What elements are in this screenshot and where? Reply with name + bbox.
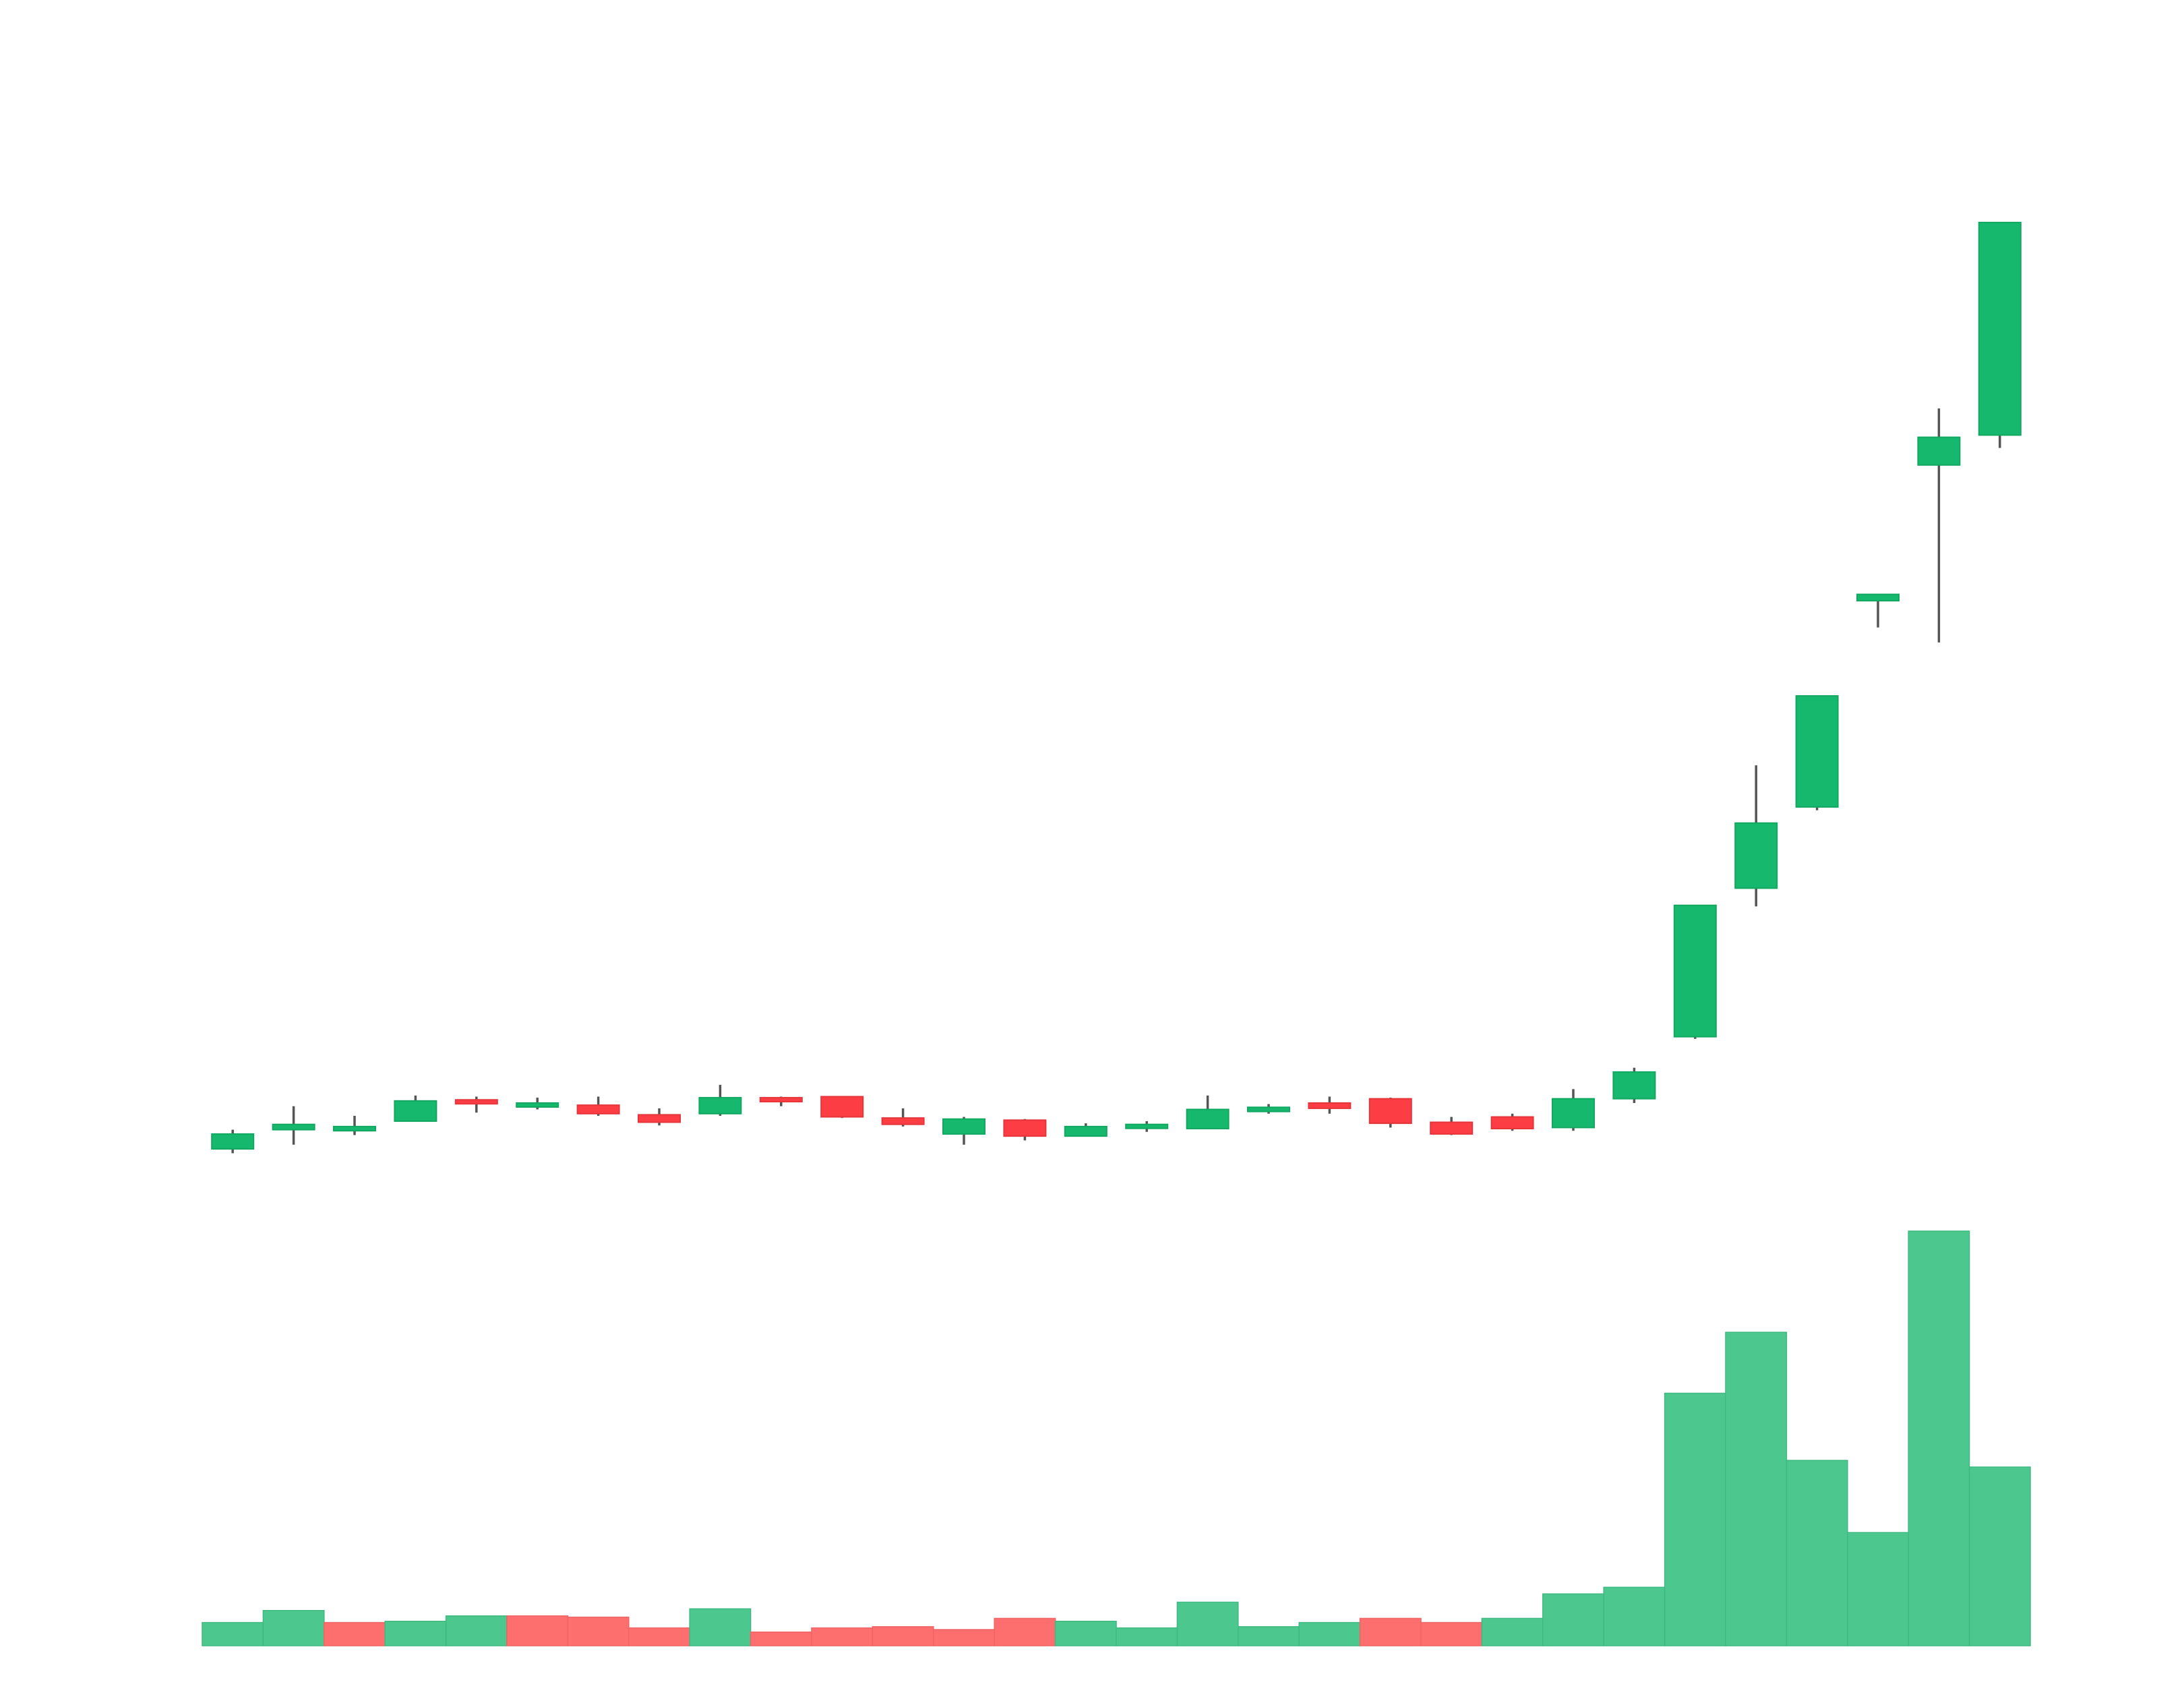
volume-bar-19 bbox=[1298, 1621, 1361, 1646]
candle-body-up bbox=[1186, 1108, 1230, 1130]
candle-13 bbox=[942, 1116, 985, 1145]
volume-bar-27 bbox=[1786, 1460, 1848, 1646]
candle-body-up bbox=[1734, 822, 1778, 889]
volume-bar-6 bbox=[506, 1615, 569, 1646]
candle-body-down bbox=[1368, 1098, 1412, 1125]
candle-body-down bbox=[1490, 1116, 1534, 1130]
candle-26 bbox=[1734, 765, 1778, 907]
volume-bar-2 bbox=[262, 1609, 325, 1646]
candle-29 bbox=[1917, 408, 1961, 643]
volume-bar-21 bbox=[1420, 1621, 1483, 1646]
candle-15 bbox=[1064, 1123, 1108, 1137]
candle-3 bbox=[333, 1116, 376, 1135]
candle-body-up bbox=[1917, 436, 1961, 466]
candle-body-down bbox=[454, 1099, 498, 1105]
volume-bar-3 bbox=[324, 1621, 386, 1646]
volume-bar-29 bbox=[1908, 1230, 1970, 1646]
candle-body-up bbox=[942, 1118, 985, 1135]
volume-bar-13 bbox=[933, 1629, 995, 1646]
volume-bar-25 bbox=[1664, 1392, 1726, 1646]
candle-16 bbox=[1125, 1121, 1169, 1132]
candle-body-down bbox=[759, 1097, 803, 1103]
volume-bar-28 bbox=[1847, 1532, 1909, 1646]
candle-2 bbox=[272, 1106, 315, 1145]
volume-bar-16 bbox=[1116, 1627, 1178, 1646]
candle-9 bbox=[698, 1085, 742, 1116]
candle-8 bbox=[638, 1108, 681, 1126]
candle-4 bbox=[394, 1095, 437, 1122]
candle-body-up bbox=[1856, 593, 1900, 602]
candle-body-up bbox=[1978, 221, 2022, 436]
volume-bar-4 bbox=[384, 1620, 447, 1646]
candle-body-up bbox=[394, 1100, 437, 1122]
candle-body-up bbox=[333, 1125, 376, 1132]
candle-body-down bbox=[1430, 1121, 1474, 1135]
candle-body-down bbox=[1308, 1102, 1352, 1109]
candle-body-down bbox=[1003, 1119, 1047, 1137]
candle-body-up bbox=[1247, 1106, 1290, 1112]
candle-28 bbox=[1856, 593, 1900, 628]
candle-30 bbox=[1978, 221, 2022, 448]
candle-14 bbox=[1003, 1119, 1047, 1141]
volume-bar-18 bbox=[1238, 1626, 1300, 1646]
candle-12 bbox=[881, 1108, 925, 1127]
candle-23 bbox=[1552, 1089, 1595, 1131]
candle-20 bbox=[1368, 1098, 1412, 1128]
candle-19 bbox=[1308, 1096, 1352, 1114]
candle-27 bbox=[1795, 695, 1839, 810]
candle-body-down bbox=[820, 1096, 864, 1118]
candle-21 bbox=[1430, 1116, 1474, 1135]
candle-1 bbox=[211, 1129, 255, 1154]
volume-panel bbox=[202, 1230, 2031, 1646]
volume-bar-7 bbox=[567, 1616, 630, 1646]
volume-bar-15 bbox=[1054, 1620, 1117, 1646]
candle-24 bbox=[1612, 1067, 1656, 1103]
candle-body-down bbox=[638, 1114, 681, 1123]
volume-bar-20 bbox=[1359, 1617, 1422, 1646]
volume-bar-5 bbox=[445, 1615, 508, 1646]
candle-5 bbox=[454, 1096, 498, 1113]
candle-body-up bbox=[1125, 1123, 1169, 1129]
volume-bar-12 bbox=[872, 1626, 934, 1646]
volume-bar-10 bbox=[750, 1631, 812, 1646]
candle-body-down bbox=[576, 1104, 620, 1114]
candle-body-up bbox=[698, 1097, 742, 1114]
candle-6 bbox=[516, 1098, 559, 1110]
candle-body-up bbox=[1552, 1098, 1595, 1129]
candle-18 bbox=[1247, 1104, 1290, 1114]
volume-bar-9 bbox=[689, 1608, 752, 1646]
candle-body-up bbox=[1064, 1125, 1108, 1137]
candle-body-up bbox=[1612, 1071, 1656, 1100]
candle-11 bbox=[820, 1096, 864, 1119]
candle-7 bbox=[576, 1096, 620, 1116]
candle-body-up bbox=[272, 1123, 315, 1131]
candle-25 bbox=[1673, 904, 1717, 1039]
candle-body-up bbox=[1795, 695, 1839, 808]
volume-bar-24 bbox=[1603, 1586, 1666, 1646]
volume-bar-1 bbox=[202, 1621, 264, 1646]
volume-bar-14 bbox=[994, 1617, 1056, 1646]
volume-bar-22 bbox=[1481, 1617, 1544, 1646]
candle-body-up bbox=[211, 1133, 255, 1150]
volume-bar-30 bbox=[1968, 1466, 2031, 1646]
candle-22 bbox=[1490, 1113, 1534, 1131]
volume-bar-17 bbox=[1176, 1601, 1239, 1646]
volume-bar-8 bbox=[628, 1627, 690, 1646]
candle-body-up bbox=[1673, 904, 1717, 1038]
candle-body-down bbox=[881, 1117, 925, 1125]
volume-bar-11 bbox=[811, 1627, 874, 1646]
candle-17 bbox=[1186, 1095, 1230, 1130]
candle-body-up bbox=[516, 1102, 559, 1108]
volume-bar-23 bbox=[1542, 1593, 1604, 1646]
price-panel bbox=[211, 221, 2022, 1154]
candle-10 bbox=[759, 1096, 803, 1106]
volume-bar-26 bbox=[1725, 1332, 1788, 1646]
